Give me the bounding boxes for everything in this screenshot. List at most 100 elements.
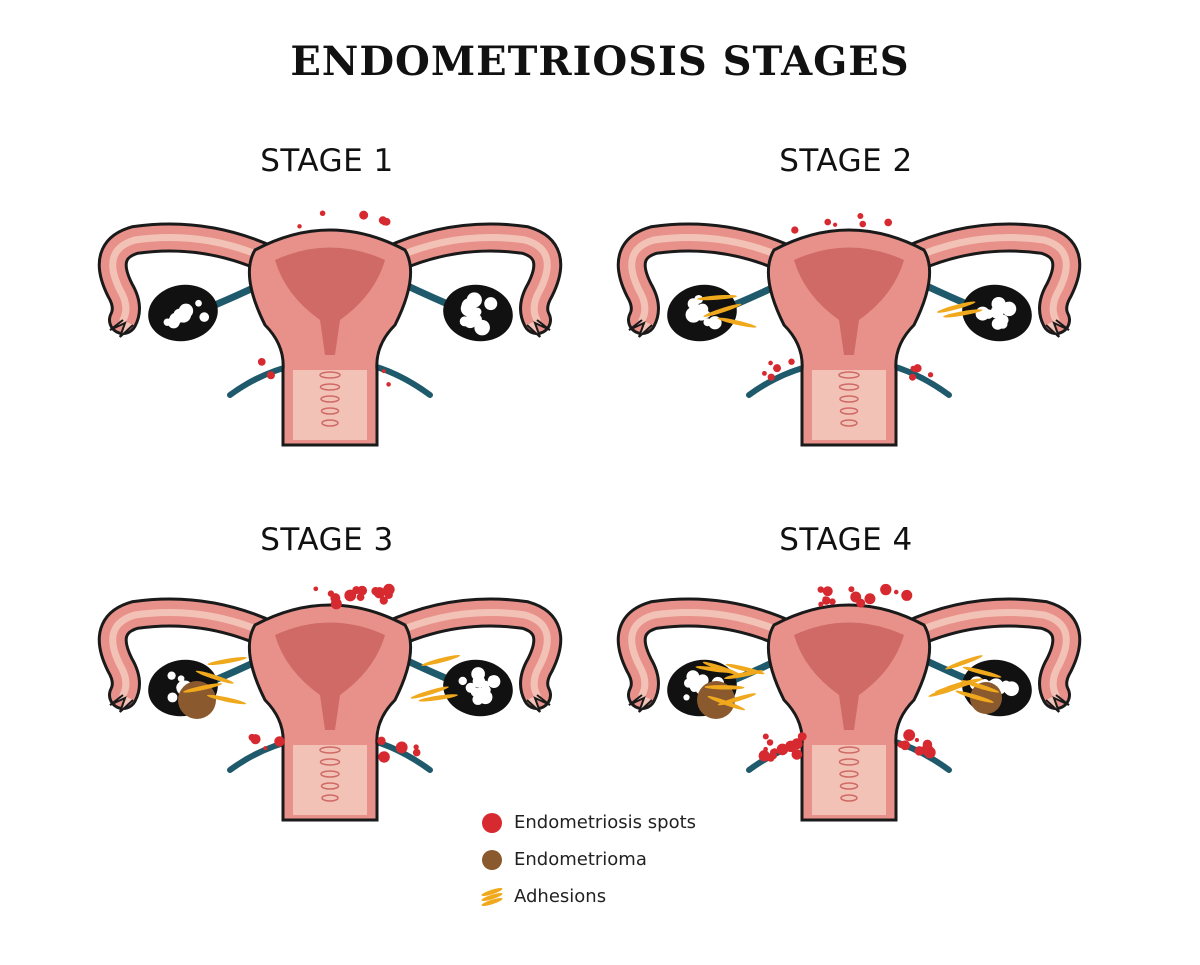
fallopian-tube-inner <box>905 609 1070 699</box>
follicle <box>975 306 990 321</box>
follicle <box>472 675 486 688</box>
cervical-fold <box>839 407 859 415</box>
follicle <box>167 316 180 329</box>
endometriosis-spot <box>909 373 917 381</box>
follicle <box>686 670 700 684</box>
follicle <box>177 675 185 682</box>
endometriosis-spot <box>788 358 795 365</box>
cervical-fold <box>838 371 860 379</box>
endometriosis-spot <box>901 589 913 601</box>
endometriosis-spot <box>386 382 391 387</box>
endometriosis-spot <box>263 746 268 751</box>
endometriosis-spot <box>297 224 302 229</box>
endometriosis-spot <box>924 746 936 759</box>
endometriosis-spot <box>922 739 933 750</box>
endometriosis-spot <box>792 740 801 749</box>
endometriosis-spot <box>864 593 876 605</box>
uterine-cavity <box>275 622 385 730</box>
endometriosis-spot <box>257 358 266 366</box>
adhesion <box>195 670 234 684</box>
cervical-fold <box>320 407 340 415</box>
cervical-fold <box>319 383 341 391</box>
endometriosis-spot <box>250 734 261 745</box>
endometriosis-spot <box>413 744 419 750</box>
adhesion <box>945 655 983 670</box>
cervical-fold <box>838 383 860 391</box>
endometriosis-spot <box>822 586 833 597</box>
uterine-cavity <box>794 247 904 355</box>
legend-label: Endometriosis spots <box>514 812 697 833</box>
endometriosis-spot <box>912 367 917 373</box>
endometriosis-spot <box>383 583 395 596</box>
adhesion <box>418 694 458 702</box>
endometriosis-spot <box>767 373 775 381</box>
follicle <box>195 299 202 307</box>
follicle <box>708 316 722 330</box>
endometriosis-spot <box>382 221 387 226</box>
cervical-fold <box>320 782 340 790</box>
follicle <box>484 297 498 311</box>
fimbriae <box>1045 319 1070 338</box>
follicle <box>683 694 690 701</box>
follicle <box>468 316 479 327</box>
cervical-fold <box>319 371 341 379</box>
cervical-fold <box>840 419 858 427</box>
fallopian-tube-inner <box>109 609 274 699</box>
fallopian-tube-inner <box>905 234 1070 324</box>
cervical-fold <box>319 758 341 766</box>
ligament <box>367 362 433 398</box>
endometriosis-spot <box>771 748 778 755</box>
stage-1-diagram <box>97 210 563 447</box>
fallopian-tube-inner <box>109 234 274 324</box>
endometriosis-spot <box>352 586 361 595</box>
legend: Endometriosis spots Endometrioma Adhesio… <box>478 804 696 915</box>
fallopian-tube-inner <box>386 609 551 699</box>
endometriosis-spot <box>914 737 920 743</box>
fallopian-tube-inner <box>628 234 793 324</box>
stage-2-diagram <box>616 212 1082 447</box>
cervical-fold <box>320 770 340 778</box>
endometriosis-spot <box>914 746 925 756</box>
endometriosis-spot <box>893 589 899 595</box>
endometriosis-spot <box>848 586 855 593</box>
endometriosis-spot <box>768 360 773 366</box>
stage-3-label: STAGE 3 <box>260 522 394 558</box>
follicle <box>460 300 477 317</box>
endometriosis-spot <box>797 732 807 741</box>
ovary <box>443 659 513 717</box>
endometriosis-spot <box>791 749 803 760</box>
legend-item-endometrioma: Endometrioma <box>478 841 696 878</box>
endometriosis-spot <box>378 751 390 763</box>
adhesion <box>704 685 745 690</box>
stage-2-label: STAGE 2 <box>779 143 913 179</box>
stage-4-diagram <box>616 583 1082 822</box>
fimbriae <box>628 319 653 338</box>
adhesion <box>934 681 974 693</box>
follicle <box>488 675 497 684</box>
adhesion <box>962 666 1002 678</box>
cervical-fold <box>320 395 340 403</box>
follicle <box>478 690 493 705</box>
endometriosis-spot <box>319 210 326 217</box>
follicle <box>990 305 1003 318</box>
fimbriae <box>109 319 134 338</box>
endometriosis-spot <box>359 210 369 220</box>
adhesion <box>717 317 757 328</box>
endometriosis-spot <box>377 736 386 746</box>
endometriosis-spot <box>927 372 934 378</box>
cervical-fold <box>321 794 339 802</box>
follicle <box>474 319 490 336</box>
fimbriae <box>628 694 653 713</box>
endometriosis-spot <box>856 598 866 608</box>
endometriosis-spot <box>379 596 388 605</box>
endometriosis-spot <box>824 218 832 226</box>
endometriosis-spot <box>903 729 916 742</box>
endometriosis-spot <box>327 590 335 597</box>
endometriosis-spot <box>857 212 864 219</box>
endometriosis-spot <box>266 371 275 380</box>
adhesion <box>724 670 764 680</box>
fimbriae <box>526 319 551 338</box>
adhesion <box>697 294 738 301</box>
endometriosis-spot <box>884 218 893 227</box>
adhesion <box>421 654 461 666</box>
